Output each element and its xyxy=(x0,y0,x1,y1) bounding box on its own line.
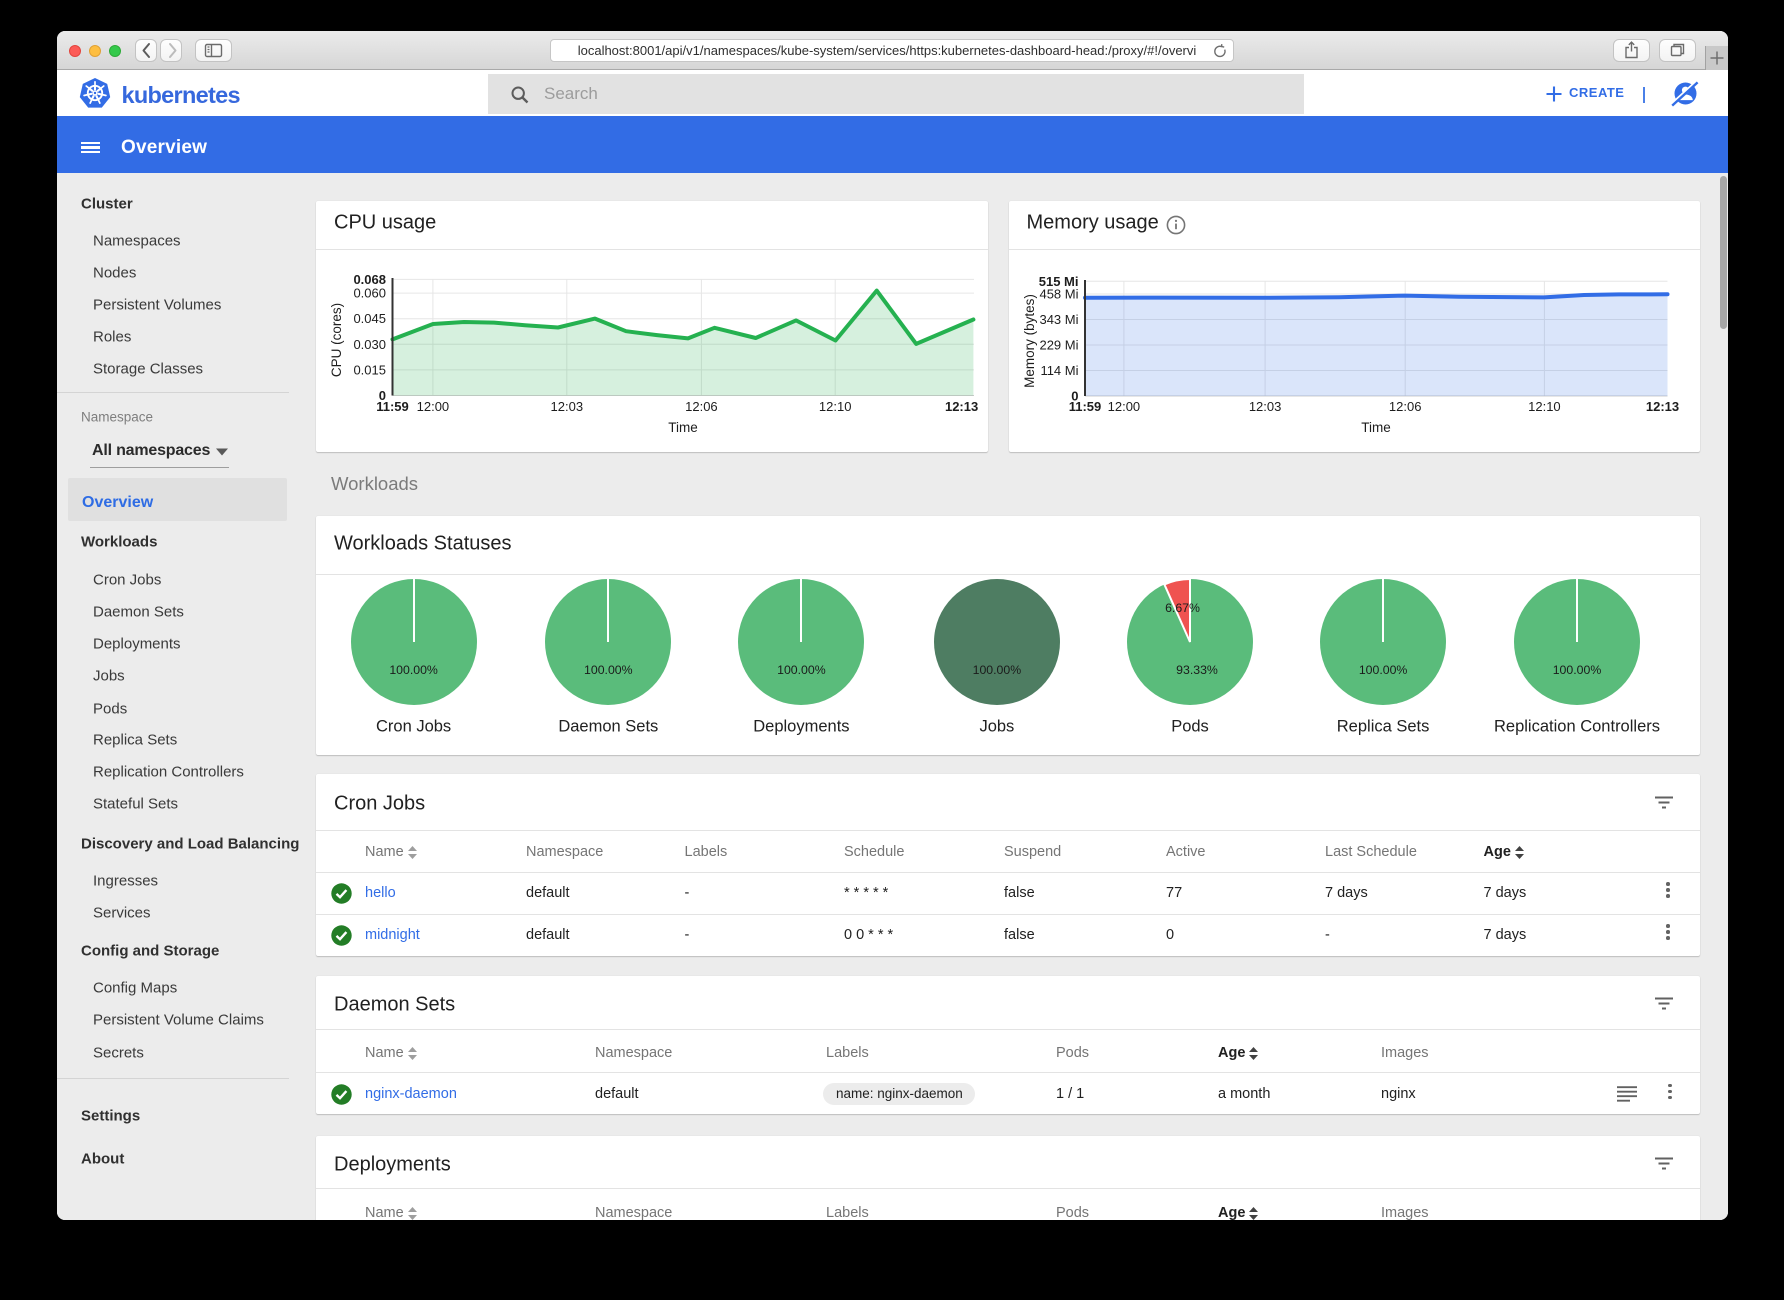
svg-text:12:13: 12:13 xyxy=(1645,399,1678,414)
svg-text:Time: Time xyxy=(1361,420,1391,435)
svg-text:515 Mi: 515 Mi xyxy=(1038,274,1078,289)
svg-text:0: 0 xyxy=(379,388,386,403)
svg-text:0: 0 xyxy=(1071,389,1078,404)
svg-text:Memory (bytes): Memory (bytes) xyxy=(1022,294,1037,388)
svg-text:12:10: 12:10 xyxy=(819,399,852,414)
svg-text:0.030: 0.030 xyxy=(353,337,386,352)
svg-text:11:59: 11:59 xyxy=(376,399,409,414)
svg-text:12:00: 12:00 xyxy=(1107,399,1140,414)
svg-text:12:03: 12:03 xyxy=(1248,399,1281,414)
svg-text:CPU (cores): CPU (cores) xyxy=(329,303,344,377)
svg-text:Time: Time xyxy=(668,420,698,435)
svg-text:11:59: 11:59 xyxy=(1068,399,1101,414)
svg-text:12:03: 12:03 xyxy=(551,399,584,414)
svg-text:343 Mi: 343 Mi xyxy=(1039,312,1078,327)
svg-text:229 Mi: 229 Mi xyxy=(1039,338,1078,353)
svg-text:0.045: 0.045 xyxy=(353,311,386,326)
svg-text:12:13: 12:13 xyxy=(945,399,978,414)
svg-text:12:00: 12:00 xyxy=(417,399,450,414)
svg-text:0.060: 0.060 xyxy=(353,286,386,301)
svg-text:12:06: 12:06 xyxy=(1388,399,1421,414)
svg-text:12:10: 12:10 xyxy=(1528,399,1561,414)
svg-text:0.068: 0.068 xyxy=(353,272,386,287)
svg-text:114 Mi: 114 Mi xyxy=(1040,363,1078,378)
svg-text:458 Mi: 458 Mi xyxy=(1039,287,1078,302)
svg-text:0.015: 0.015 xyxy=(353,362,386,377)
svg-text:12:06: 12:06 xyxy=(685,399,718,414)
